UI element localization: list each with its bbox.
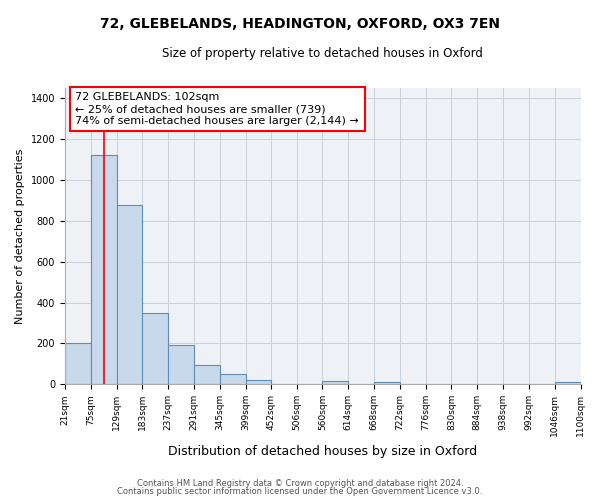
Bar (91, 156, 116, 384)
Text: 72 GLEBELANDS: 102sqm
← 25% of detached houses are smaller (739)
74% of semi-det: 72 GLEBELANDS: 102sqm ← 25% of detached … (75, 92, 359, 126)
Title: Size of property relative to detached houses in Oxford: Size of property relative to detached ho… (162, 48, 483, 60)
Text: Contains public sector information licensed under the Open Government Licence v3: Contains public sector information licen… (118, 487, 482, 496)
Bar (65, 344, 91, 384)
Bar (245, 380, 271, 384)
X-axis label: Distribution of detached houses by size in Oxford: Distribution of detached houses by size … (168, 444, 477, 458)
Bar (142, 313, 168, 384)
Bar (554, 382, 581, 384)
Bar (220, 374, 245, 384)
Bar (194, 365, 220, 384)
Text: 72, GLEBELANDS, HEADINGTON, OXFORD, OX3 7EN: 72, GLEBELANDS, HEADINGTON, OXFORD, OX3 … (100, 18, 500, 32)
Text: Contains HM Land Registry data © Crown copyright and database right 2024.: Contains HM Land Registry data © Crown c… (137, 478, 463, 488)
Y-axis label: Number of detached properties: Number of detached properties (15, 148, 25, 324)
Bar (116, 204, 142, 384)
Bar (168, 346, 194, 385)
Bar (374, 382, 400, 384)
Bar (322, 382, 348, 384)
